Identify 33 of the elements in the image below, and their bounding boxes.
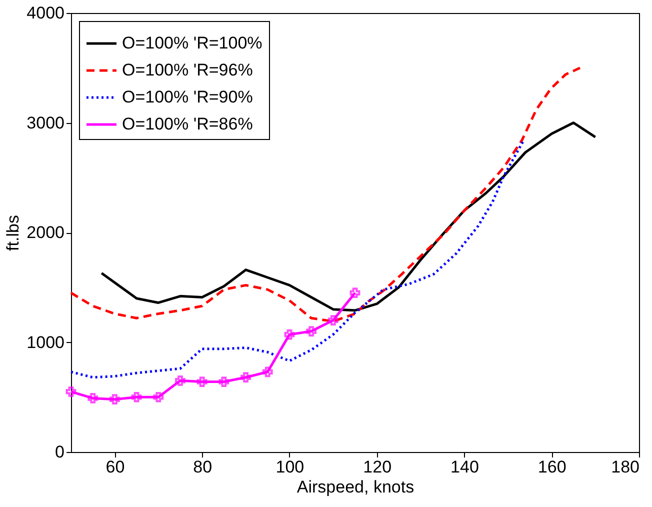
legend-label: O=100% 'R=86% [122,114,253,134]
point [88,393,98,404]
x-tick-label: 80 [193,458,212,476]
y-tick-label: 1000 [26,332,64,352]
y-tick-label: 0 [55,442,64,462]
x-tick-label: 100 [276,458,304,476]
x-tick-label: 180 [611,458,640,476]
x-tick-label: 120 [363,458,392,476]
line-series [70,139,525,379]
y-tick-label: 2000 [26,223,64,242]
x-tick-label: 160 [538,458,566,476]
x-tick-label: 140 [450,458,479,476]
point [218,376,230,387]
point [131,392,142,402]
y-tick-label: 4000 [26,4,64,22]
point [196,376,208,387]
point [350,288,360,298]
point [240,372,251,383]
point [110,394,120,405]
x-tick-label: 60 [106,458,125,476]
x-axis-title: Airspeed, knots [296,478,414,496]
legend-label: O=100% 'R=100% [122,34,262,52]
point [175,375,186,386]
legend-label: O=100% 'R=96% [122,60,253,80]
point [66,386,76,397]
point [262,366,273,378]
point [153,392,164,402]
legend-label: O=100% 'R=90% [122,88,253,106]
y-tick-label: 3000 [26,113,64,132]
point [328,315,338,326]
y-axis-title: ft.lbs [4,215,23,251]
point [284,329,295,340]
point [306,326,316,336]
